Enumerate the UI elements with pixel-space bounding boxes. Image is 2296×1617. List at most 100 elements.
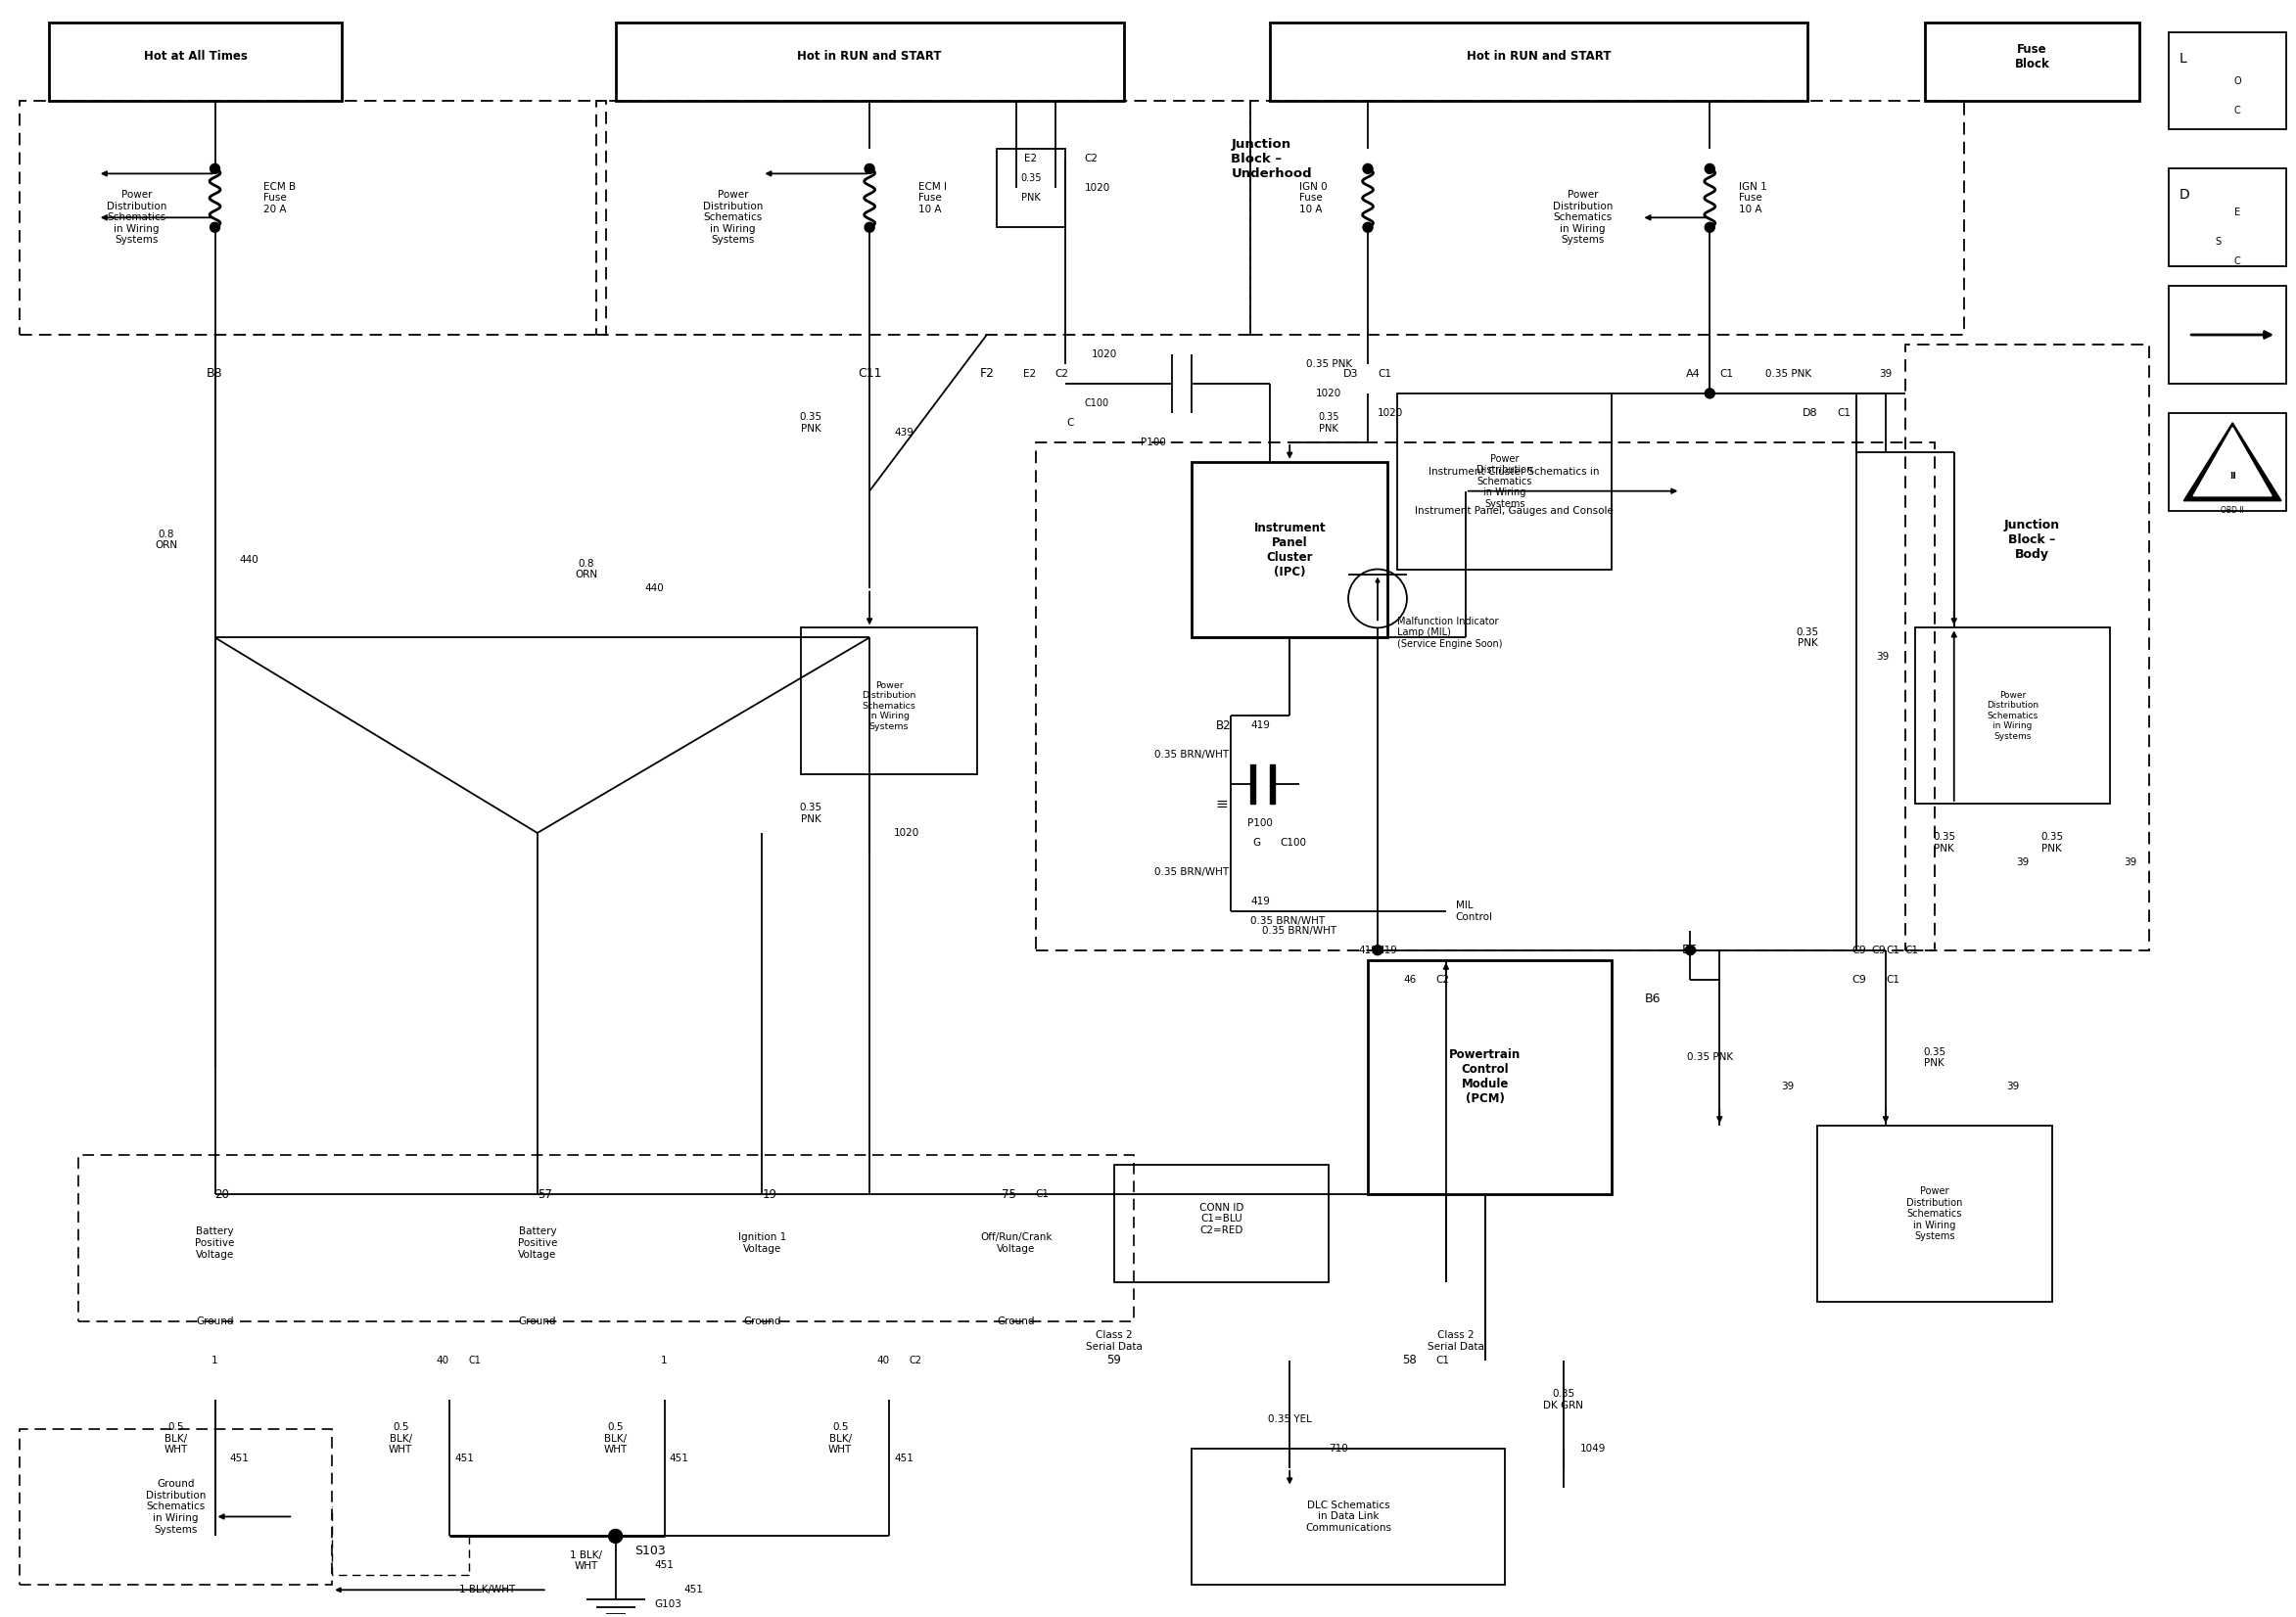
- Text: 39: 39: [1782, 1082, 1795, 1091]
- Circle shape: [1685, 946, 1694, 956]
- Bar: [1192, 1449, 1504, 1585]
- Text: 1: 1: [211, 1355, 218, 1365]
- Text: 39: 39: [2007, 1082, 2018, 1091]
- Text: Instrument Cluster Schematics in: Instrument Cluster Schematics in: [1428, 467, 1600, 477]
- Text: C2: C2: [1056, 369, 1070, 378]
- Text: C1: C1: [1378, 369, 1391, 378]
- Circle shape: [608, 1530, 622, 1543]
- Text: 40: 40: [877, 1355, 889, 1365]
- Text: Power
Distribution
Schematics
in Wiring
Systems: Power Distribution Schematics in Wiring …: [703, 189, 762, 246]
- Bar: [1398, 393, 1612, 569]
- Text: C9: C9: [1851, 975, 1867, 985]
- Text: Instrument
Panel
Cluster
(IPC): Instrument Panel Cluster (IPC): [1254, 521, 1325, 577]
- Text: Ignition 1
Voltage: Ignition 1 Voltage: [737, 1232, 785, 1253]
- Text: Class 2
Serial Data: Class 2 Serial Data: [1086, 1331, 1141, 1352]
- Text: Powertrain
Control
Module
(PCM): Powertrain Control Module (PCM): [1449, 1049, 1520, 1106]
- Polygon shape: [2183, 422, 2282, 501]
- Text: C1: C1: [1906, 946, 1919, 956]
- Text: 57: 57: [537, 1188, 551, 1201]
- Text: 39: 39: [2124, 857, 2135, 867]
- Text: 1020: 1020: [1084, 183, 1111, 192]
- Text: C100: C100: [1279, 838, 1306, 847]
- Text: Class 2
Serial Data: Class 2 Serial Data: [1428, 1331, 1483, 1352]
- Text: PNK: PNK: [1022, 192, 1040, 204]
- Text: 0.5
BLK/
WHT: 0.5 BLK/ WHT: [388, 1423, 413, 1455]
- Bar: [597, 100, 1251, 335]
- Text: D8: D8: [1802, 407, 1816, 417]
- Text: Battery
Positive
Voltage: Battery Positive Voltage: [195, 1227, 234, 1260]
- Text: 39: 39: [1878, 369, 1892, 378]
- Text: 1020: 1020: [1316, 388, 1341, 398]
- Text: Hot in RUN and START: Hot in RUN and START: [1467, 50, 1612, 63]
- Text: 40: 40: [436, 1355, 450, 1365]
- Text: A4: A4: [1685, 369, 1699, 378]
- Bar: [78, 1155, 1134, 1321]
- Text: ≡: ≡: [1215, 796, 1228, 812]
- Bar: [1192, 462, 1387, 637]
- Text: C9: C9: [1871, 946, 1885, 956]
- Bar: [21, 100, 606, 335]
- Text: 46: 46: [1403, 975, 1417, 985]
- Text: 440: 440: [239, 555, 259, 564]
- Text: Power
Distribution
Schematics
in Wiring
Systems: Power Distribution Schematics in Wiring …: [861, 681, 916, 731]
- Text: 419: 419: [1359, 946, 1378, 956]
- Text: Malfunction Indicator
Lamp (MIL)
(Service Engine Soon): Malfunction Indicator Lamp (MIL) (Servic…: [1398, 616, 1502, 648]
- Text: 710: 710: [1329, 1444, 1348, 1454]
- Text: 0.8
ORN: 0.8 ORN: [154, 529, 177, 550]
- Text: B2: B2: [1217, 720, 1231, 733]
- Bar: [2170, 168, 2287, 267]
- Text: IGN 0
Fuse
10 A: IGN 0 Fuse 10 A: [1300, 181, 1327, 215]
- Text: Ground: Ground: [519, 1316, 556, 1326]
- Text: C2: C2: [1084, 154, 1097, 163]
- Text: C9: C9: [1851, 946, 1867, 956]
- Text: Off/Run/Crank
Voltage: Off/Run/Crank Voltage: [980, 1232, 1052, 1253]
- Text: 451: 451: [893, 1454, 914, 1463]
- Text: L: L: [2179, 52, 2186, 65]
- Text: C1: C1: [1720, 369, 1733, 378]
- Bar: [615, 23, 1123, 100]
- Text: C1: C1: [1437, 1355, 1451, 1365]
- Text: 0.35 PNK: 0.35 PNK: [1766, 369, 1812, 378]
- Text: G: G: [1251, 838, 1261, 847]
- Text: S103: S103: [636, 1544, 666, 1557]
- Circle shape: [1706, 388, 1715, 398]
- Bar: [2170, 412, 2287, 511]
- Text: 0.35 YEL: 0.35 YEL: [1267, 1413, 1311, 1425]
- Text: 0.35 BRN/WHT: 0.35 BRN/WHT: [1155, 750, 1228, 760]
- Text: Power
Distribution
Schematics
in Wiring
Systems: Power Distribution Schematics in Wiring …: [1552, 189, 1612, 246]
- Text: ECM B
Fuse
20 A: ECM B Fuse 20 A: [264, 181, 296, 215]
- Circle shape: [209, 163, 220, 173]
- Text: C2: C2: [1437, 975, 1451, 985]
- Bar: [2170, 32, 2287, 129]
- Text: G103: G103: [654, 1599, 682, 1609]
- Text: Junction
Block –
Underhood: Junction Block – Underhood: [1231, 137, 1311, 179]
- Circle shape: [1364, 163, 1373, 173]
- Text: 419: 419: [1251, 721, 1270, 731]
- Text: E2: E2: [1022, 369, 1035, 378]
- Text: 451: 451: [654, 1560, 675, 1570]
- Bar: [1251, 100, 1963, 335]
- Text: C: C: [1065, 417, 1075, 427]
- Polygon shape: [2193, 427, 2271, 496]
- Text: 419: 419: [1251, 896, 1270, 906]
- Text: 0.8
ORN: 0.8 ORN: [574, 558, 597, 581]
- Text: Ground: Ground: [195, 1316, 234, 1326]
- Text: Ground
Distribution
Schematics
in Wiring
Systems: Ground Distribution Schematics in Wiring…: [147, 1480, 207, 1535]
- Text: Instrument Panel, Gauges and Console: Instrument Panel, Gauges and Console: [1414, 506, 1614, 516]
- Text: DLC Schematics
in Data Link
Communications: DLC Schematics in Data Link Communicatio…: [1304, 1501, 1391, 1533]
- Bar: [1035, 441, 1936, 951]
- Text: E: E: [2234, 209, 2241, 218]
- Circle shape: [209, 223, 220, 233]
- Text: C2: C2: [909, 1355, 921, 1365]
- Circle shape: [1706, 223, 1715, 233]
- Bar: [1816, 1125, 2053, 1302]
- Text: 59: 59: [1107, 1353, 1120, 1366]
- Text: 1 BLK/
WHT: 1 BLK/ WHT: [569, 1551, 602, 1572]
- Text: C1: C1: [1035, 1190, 1049, 1200]
- Text: 0.5
BLK/
WHT: 0.5 BLK/ WHT: [163, 1423, 188, 1455]
- Text: Fuse
Block: Fuse Block: [2014, 42, 2050, 70]
- Text: OBD II: OBD II: [2220, 506, 2243, 514]
- Text: C100: C100: [1084, 398, 1109, 407]
- Text: 19: 19: [762, 1188, 776, 1201]
- Text: 1: 1: [661, 1355, 668, 1365]
